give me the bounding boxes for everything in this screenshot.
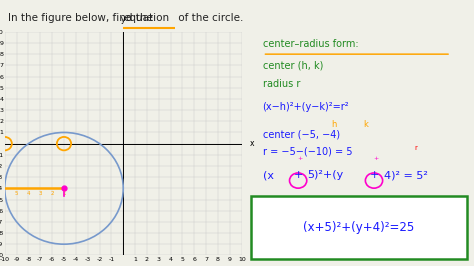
Text: y: y (121, 15, 126, 24)
Text: 2: 2 (50, 191, 54, 196)
Text: 5)²+(y: 5)²+(y (307, 170, 344, 180)
Text: center (h, k): center (h, k) (263, 60, 323, 70)
Text: radius r: radius r (263, 79, 300, 89)
Text: (x+5)²+(y+4)²=25: (x+5)²+(y+4)²=25 (303, 221, 415, 234)
Text: 4)² = 5²: 4)² = 5² (384, 170, 428, 180)
Text: center–radius form:: center–radius form: (263, 39, 358, 49)
Text: +: + (374, 156, 379, 161)
Text: (x: (x (263, 170, 273, 180)
Text: h: h (331, 120, 337, 129)
Text: 3: 3 (38, 191, 42, 196)
Text: of the circle.: of the circle. (175, 13, 244, 23)
Text: 1: 1 (62, 191, 66, 196)
Text: In the figure below, find the: In the figure below, find the (8, 13, 156, 23)
Text: +: + (293, 170, 303, 180)
Text: 5: 5 (15, 191, 18, 196)
Text: x: x (250, 139, 255, 148)
Text: r: r (414, 146, 417, 151)
Text: equation: equation (124, 13, 170, 23)
FancyBboxPatch shape (251, 196, 467, 259)
Text: +: + (298, 156, 303, 161)
Text: k: k (364, 120, 368, 129)
Text: +: + (369, 170, 379, 180)
Text: center (−5, −4): center (−5, −4) (263, 129, 340, 139)
Text: (x−h)²+(y−k)²=r²: (x−h)²+(y−k)²=r² (263, 102, 349, 112)
Text: r = −5−(−10) = 5: r = −5−(−10) = 5 (263, 147, 352, 157)
Text: 4: 4 (27, 191, 30, 196)
